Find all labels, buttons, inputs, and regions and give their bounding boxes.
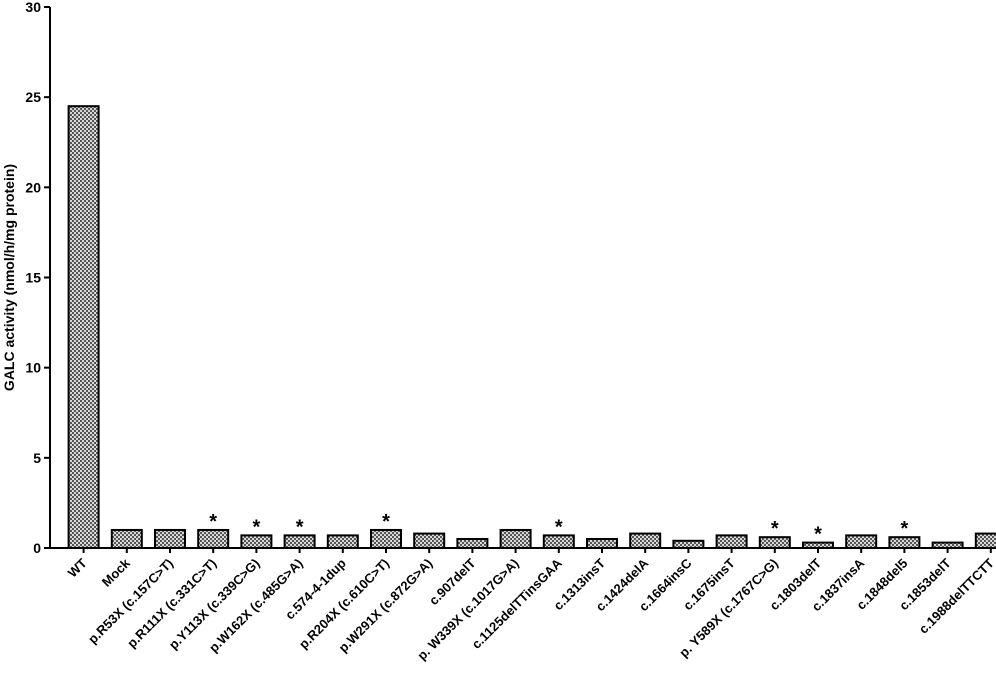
y-tick-label: 15 [25, 270, 41, 286]
bar [456, 537, 489, 550]
x-tick-label: Mock [99, 555, 134, 590]
significance-star: * [209, 511, 217, 533]
significance-star: * [555, 516, 563, 538]
bar [974, 532, 996, 549]
significance-star: * [382, 511, 390, 533]
bar [715, 534, 748, 549]
bar [67, 105, 100, 550]
y-axis-ticks: 0 5 10 15 20 25 30 [25, 0, 50, 556]
bar [672, 539, 705, 550]
bar [326, 534, 359, 549]
significance-markers: * * * * * * * * [209, 511, 908, 546]
axes-group [49, 7, 993, 549]
significance-star: * [814, 524, 822, 546]
bar [586, 537, 618, 550]
x-tick-label: c.1988delTTCTT [916, 555, 996, 636]
bar [413, 532, 446, 549]
bar [629, 532, 662, 549]
y-tick-label: 10 [25, 360, 41, 376]
bar [499, 528, 532, 550]
significance-star: * [253, 516, 261, 538]
y-tick-label: 0 [33, 540, 41, 556]
significance-star: * [296, 516, 304, 538]
bar [110, 528, 143, 550]
significance-star: * [771, 518, 779, 540]
y-tick-label: 5 [33, 450, 41, 466]
y-tick-label: 20 [25, 179, 41, 195]
y-tick-label: 30 [25, 0, 41, 15]
significance-star: * [901, 518, 909, 540]
x-tick-label: WT [65, 555, 90, 580]
y-tick-label: 25 [25, 89, 41, 105]
y-axis-title: GALC activity (nmol/h/mg protein) [1, 164, 17, 391]
bars-group [67, 105, 996, 550]
bar [154, 528, 186, 550]
bar [845, 534, 878, 549]
